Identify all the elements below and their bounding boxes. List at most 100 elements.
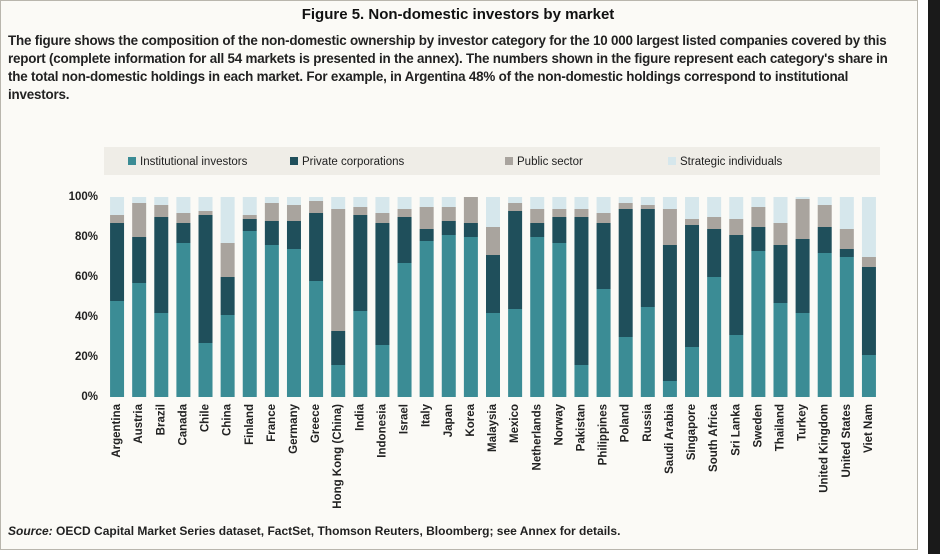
bar-segment bbox=[198, 197, 213, 211]
bar-segment bbox=[773, 245, 788, 303]
bar-segment bbox=[154, 197, 169, 205]
bar-segment bbox=[574, 365, 589, 397]
bar-segment bbox=[286, 197, 301, 205]
bar-segment bbox=[264, 245, 279, 397]
bar-segment bbox=[397, 209, 412, 217]
bar-segment bbox=[286, 205, 301, 221]
bar-segment bbox=[530, 237, 545, 397]
bar-segment bbox=[795, 313, 810, 397]
bar-segment bbox=[685, 197, 700, 219]
x-tick-label: Sri Lanka bbox=[730, 403, 742, 455]
x-tick-label: Mexico bbox=[509, 404, 521, 443]
y-tick-label: 80% bbox=[75, 231, 98, 243]
bar-segment bbox=[375, 213, 390, 223]
bar-segment bbox=[154, 205, 169, 217]
x-tick-label: Hong Kong (China) bbox=[332, 404, 344, 509]
bar-segment bbox=[397, 217, 412, 263]
bar-segment bbox=[861, 257, 876, 267]
bar-segment bbox=[707, 229, 722, 277]
x-tick-label: Germany bbox=[288, 403, 300, 453]
chart-title: Figure 5. Non-domestic investors by mark… bbox=[301, 6, 615, 23]
bar-segment bbox=[552, 243, 567, 397]
bar-segment bbox=[596, 197, 611, 213]
bar-segment bbox=[530, 223, 545, 237]
bar-segment bbox=[110, 301, 125, 397]
x-tick-label: South Africa bbox=[708, 403, 720, 472]
x-tick-label: Canada bbox=[177, 403, 189, 445]
bar-segment bbox=[264, 197, 279, 203]
bar-segment bbox=[640, 205, 655, 209]
bar-segment bbox=[773, 223, 788, 245]
bar-segment bbox=[309, 201, 324, 213]
x-tick-label: Norway bbox=[553, 403, 565, 445]
x-tick-label: Philippines bbox=[598, 404, 610, 465]
bar-segment bbox=[685, 347, 700, 397]
bar-segment bbox=[729, 197, 744, 219]
bar-segment bbox=[110, 215, 125, 223]
bar-segment bbox=[618, 197, 633, 203]
bar-segment bbox=[441, 207, 456, 221]
legend-label: Private corporations bbox=[302, 156, 405, 168]
x-tick-label: Chile bbox=[200, 404, 212, 432]
bar-segment bbox=[662, 381, 677, 397]
bar-segment bbox=[176, 197, 191, 213]
bar-segment bbox=[463, 237, 478, 397]
bar-segment bbox=[707, 197, 722, 217]
x-tick-label: Sweden bbox=[752, 404, 764, 447]
bar-segment bbox=[375, 345, 390, 397]
x-tick-label: China bbox=[222, 403, 234, 436]
legend-label: Institutional investors bbox=[140, 156, 248, 168]
bar-segment bbox=[596, 213, 611, 223]
bar-segment bbox=[331, 209, 346, 331]
x-tick-label: Malaysia bbox=[487, 403, 499, 452]
bar-segment bbox=[331, 331, 346, 365]
bar-segment bbox=[220, 243, 235, 277]
x-tick-label: Singapore bbox=[686, 404, 698, 460]
legend-box bbox=[104, 147, 880, 175]
x-tick-label: Italy bbox=[421, 403, 433, 427]
bar-segment bbox=[773, 303, 788, 397]
bar-segment bbox=[441, 197, 456, 207]
bar-segment bbox=[375, 223, 390, 345]
bar-segment bbox=[353, 207, 368, 215]
x-tick-label: Thailand bbox=[775, 404, 787, 451]
bar-segment bbox=[552, 217, 567, 243]
legend-label: Strategic individuals bbox=[680, 156, 783, 168]
bar-segment bbox=[552, 209, 567, 217]
bar-segment bbox=[110, 197, 125, 215]
y-tick-label: 20% bbox=[75, 351, 98, 363]
bar-segment bbox=[132, 237, 147, 283]
bar-segment bbox=[861, 355, 876, 397]
bar-segment bbox=[707, 217, 722, 229]
bar-segment bbox=[110, 223, 125, 301]
bar-segment bbox=[176, 243, 191, 397]
bar-segment bbox=[662, 245, 677, 381]
x-tick-label: United States bbox=[841, 404, 853, 478]
bar-segment bbox=[751, 197, 766, 207]
bar-segment bbox=[353, 215, 368, 311]
bar-segment bbox=[176, 223, 191, 243]
x-tick-label: Pakistan bbox=[575, 404, 587, 451]
x-tick-label: Saudi Arabia bbox=[664, 403, 676, 473]
bar-segment bbox=[419, 207, 434, 229]
x-tick-label: Japan bbox=[443, 404, 455, 437]
x-tick-label: Israel bbox=[399, 404, 411, 434]
bar-segment bbox=[839, 249, 854, 257]
bar-segment bbox=[486, 255, 500, 313]
bar-segment bbox=[419, 197, 434, 207]
bar-segment bbox=[751, 251, 766, 397]
legend-swatch bbox=[668, 157, 676, 165]
bar-segment bbox=[353, 311, 368, 397]
bar-segment bbox=[685, 225, 700, 347]
bar-segment bbox=[618, 203, 633, 209]
bar-segment bbox=[685, 219, 700, 225]
bar-segment bbox=[508, 197, 523, 203]
bar-segment bbox=[574, 209, 589, 217]
bar-segment bbox=[331, 197, 346, 209]
x-tick-label: Poland bbox=[620, 404, 632, 442]
bar-segment bbox=[353, 197, 368, 207]
bar-segment bbox=[861, 267, 876, 355]
bar-segment bbox=[773, 197, 788, 223]
bar-segment bbox=[264, 203, 279, 221]
